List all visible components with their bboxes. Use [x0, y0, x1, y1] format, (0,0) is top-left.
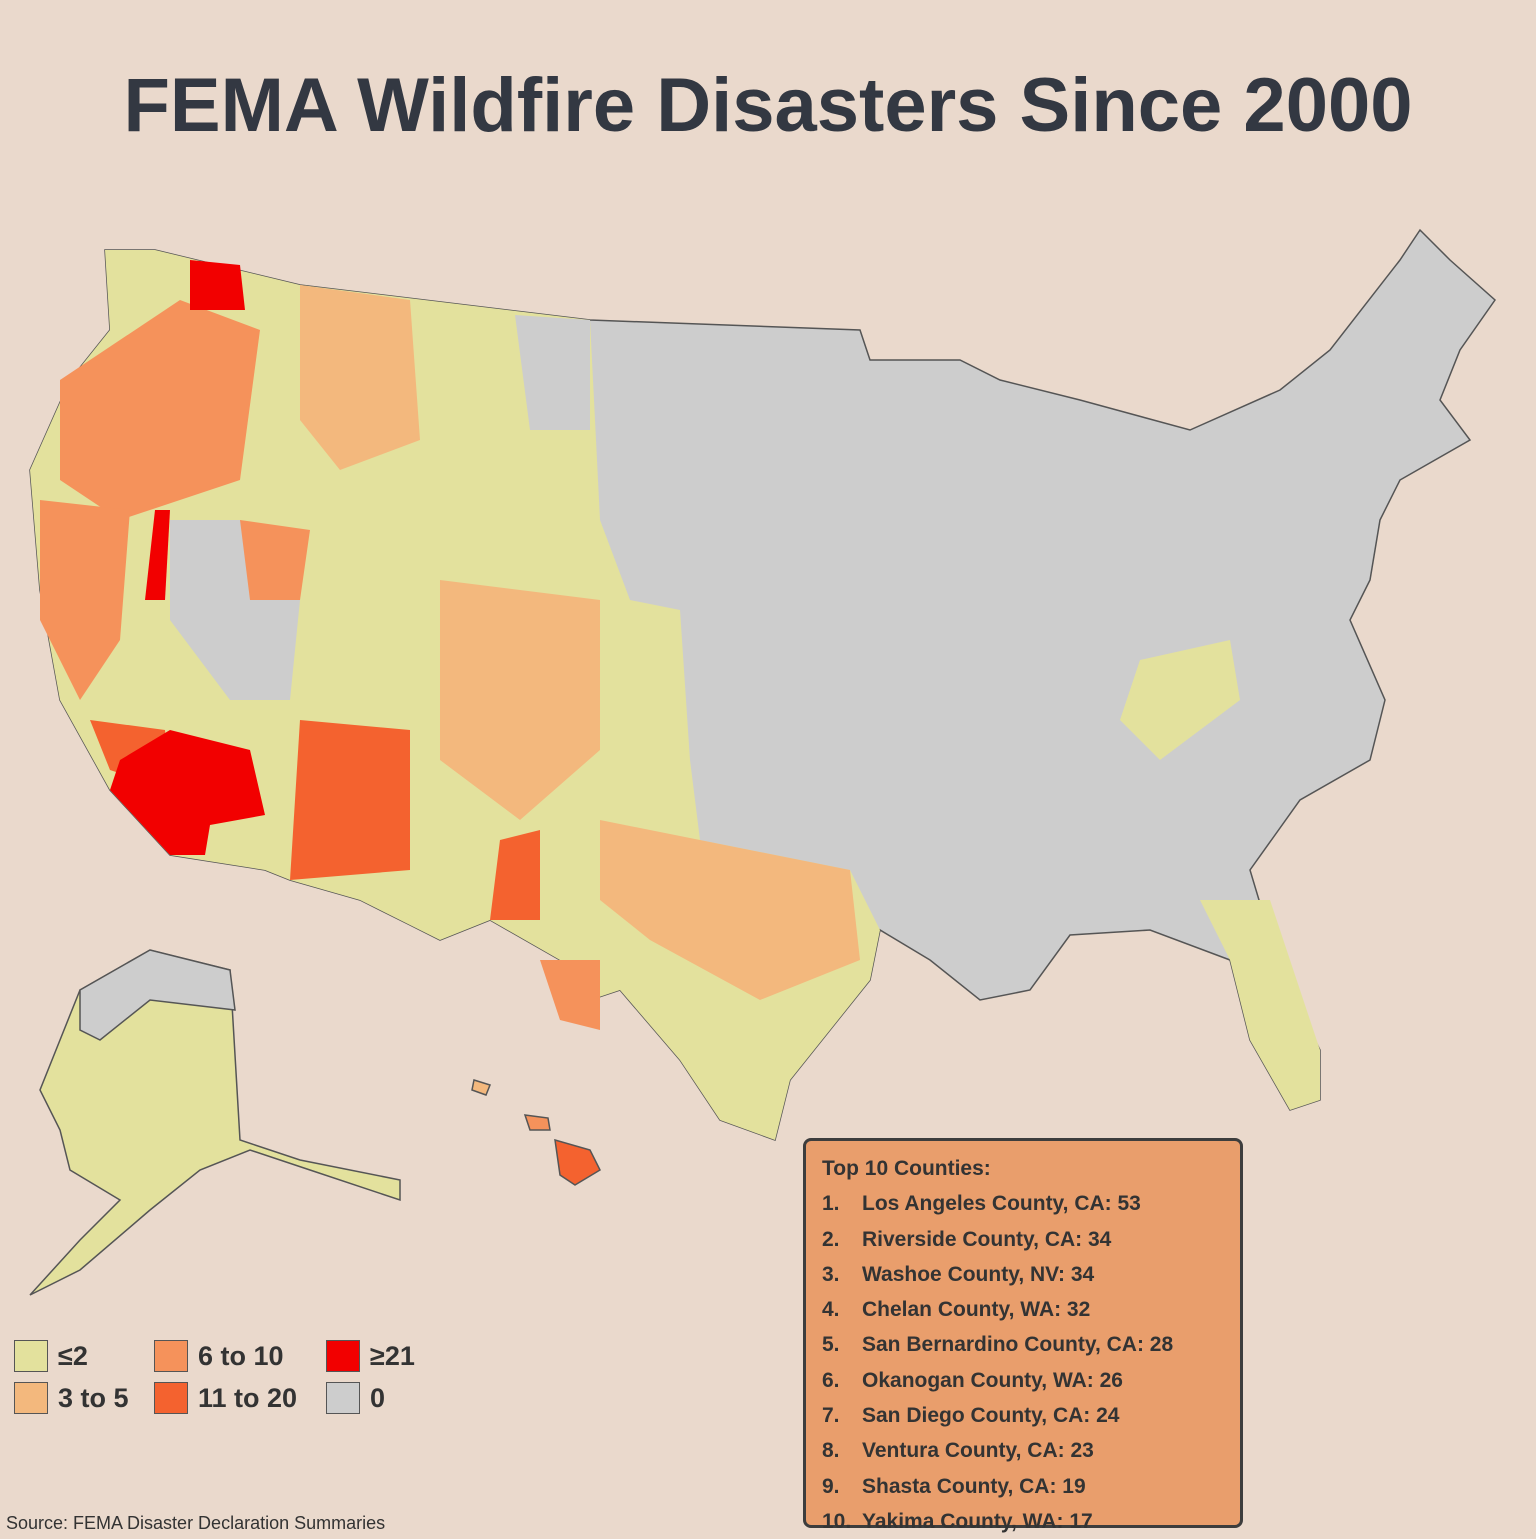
region-mid: [300, 285, 420, 470]
county-text: Washoe County, NV: 34: [862, 1262, 1095, 1286]
county-row: 5. San Bernardino County, CA: 28: [822, 1327, 1224, 1362]
county-text: San Diego County, CA: 24: [862, 1404, 1120, 1428]
county-text: Ventura County, CA: 23: [862, 1439, 1094, 1463]
legend-label: 3 to 5: [58, 1382, 129, 1413]
region-low: [1120, 640, 1240, 760]
legend-item: 11 to 20: [154, 1382, 297, 1414]
hawaii-big: [554, 1138, 601, 1186]
legend-label: 11 to 20: [198, 1382, 298, 1413]
alaska-north: [79, 949, 236, 1041]
county-rank: 10.: [822, 1509, 852, 1533]
region-extreme: [190, 260, 245, 310]
legend-swatch: [326, 1382, 360, 1414]
region-extreme: [145, 510, 170, 600]
region-high: [60, 300, 260, 520]
county-text: Chelan County, WA: 32: [862, 1298, 1091, 1322]
county-row: 2. Riverside County, CA: 34: [822, 1222, 1224, 1257]
legend-item: 0: [326, 1382, 385, 1414]
county-row: 6. Okanogan County, WA: 26: [822, 1363, 1224, 1398]
legend-label: 0: [370, 1382, 386, 1413]
county-row: 9. Shasta County, CA: 19: [822, 1469, 1224, 1504]
region-zero: [515, 315, 590, 430]
county-rank: 9.: [822, 1474, 840, 1498]
county-row: 7. San Diego County, CA: 24: [822, 1398, 1224, 1433]
legend-label: 6 to 10: [198, 1340, 284, 1371]
title: FEMA Wildfire Disasters Since 2000: [123, 63, 1413, 148]
county-rank: 2.: [822, 1227, 840, 1251]
region-very-high: [490, 830, 540, 920]
county-rank: 6.: [822, 1368, 840, 1392]
county-row: 10. Yakima County, WA: 17: [822, 1504, 1224, 1539]
region-extreme: [110, 730, 265, 855]
legend-label: ≥21: [370, 1340, 415, 1371]
county-text: Shasta County, CA: 19: [862, 1474, 1086, 1498]
top-counties-box: Top 10 Counties: 1. Los Angeles County, C…: [803, 1138, 1243, 1533]
legend-swatch: [14, 1340, 48, 1372]
county-row: 3. Washoe County, NV: 34: [822, 1257, 1224, 1292]
county-rank: 5.: [822, 1333, 840, 1357]
county-rank: 1.: [822, 1192, 840, 1216]
hawaii-maui: [523, 1114, 551, 1131]
county-text: Riverside County, CA: 34: [862, 1227, 1112, 1251]
county-row: 1. Los Angeles County, CA: 53: [822, 1186, 1224, 1221]
fire-regions: [30, 250, 1320, 1140]
alaska: [29, 949, 401, 1296]
legend-item: 3 to 5: [14, 1382, 129, 1414]
county-row: 8. Ventura County, CA: 23: [822, 1433, 1224, 1468]
alaska-hawaii: [29, 949, 601, 1296]
region-mid: [440, 580, 600, 820]
legend-item: 6 to 10: [154, 1340, 284, 1372]
county-text: San Bernardino County, CA: 28: [862, 1333, 1174, 1357]
legend-item: ≥21: [326, 1340, 415, 1372]
source: Source: FEMA Disaster Declaration Summar…: [6, 1513, 386, 1533]
legend-swatch: [154, 1382, 188, 1414]
legend-swatch: [154, 1340, 188, 1372]
legend-label: ≤2: [58, 1340, 88, 1371]
legend-swatch: [14, 1382, 48, 1414]
hawaii-kauai: [471, 1079, 491, 1096]
region-mid: [600, 820, 860, 1000]
county-row: 4. Chelan County, WA: 32: [822, 1292, 1224, 1327]
legend-item: ≤2: [14, 1340, 88, 1372]
county-text: Los Angeles County, CA: 53: [862, 1192, 1141, 1216]
county-rank: 4.: [822, 1298, 840, 1322]
top-counties-heading: Top 10 Counties:: [822, 1157, 991, 1180]
legend-swatch: [326, 1340, 360, 1372]
county-text: Yakima County, WA: 17: [862, 1509, 1093, 1533]
county-rank: 7.: [822, 1404, 840, 1428]
county-text: Okanogan County, WA: 26: [862, 1368, 1123, 1392]
region-high: [240, 520, 310, 600]
region-high: [40, 500, 130, 700]
county-rank: 3.: [822, 1262, 840, 1286]
county-rank: 8.: [822, 1439, 840, 1463]
region-low: [1200, 900, 1320, 1110]
region-high: [540, 960, 600, 1030]
region-very-high: [290, 720, 410, 880]
